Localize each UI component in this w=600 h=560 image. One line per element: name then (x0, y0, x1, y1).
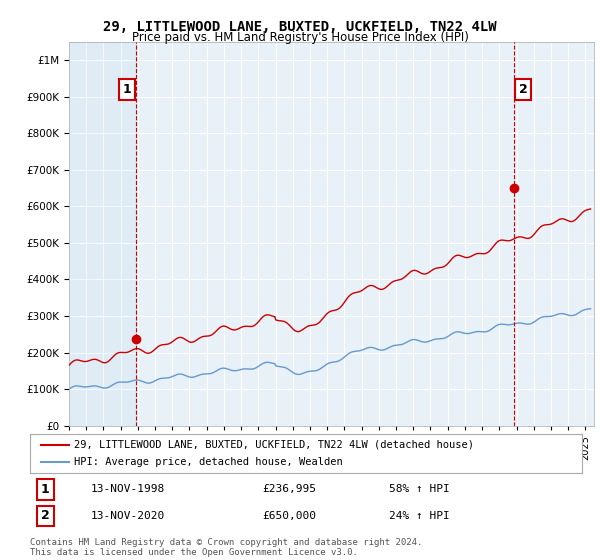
Text: 13-NOV-2020: 13-NOV-2020 (91, 511, 165, 521)
Text: Price paid vs. HM Land Registry's House Price Index (HPI): Price paid vs. HM Land Registry's House … (131, 31, 469, 44)
Text: 29, LITTLEWOOD LANE, BUXTED, UCKFIELD, TN22 4LW: 29, LITTLEWOOD LANE, BUXTED, UCKFIELD, T… (103, 20, 497, 34)
Text: HPI: Average price, detached house, Wealden: HPI: Average price, detached house, Weal… (74, 457, 343, 467)
Text: 1: 1 (41, 483, 50, 496)
Text: 58% ↑ HPI: 58% ↑ HPI (389, 484, 449, 494)
Text: 1: 1 (122, 83, 131, 96)
Text: 2: 2 (518, 83, 527, 96)
Text: £236,995: £236,995 (262, 484, 316, 494)
Text: 2: 2 (41, 510, 50, 522)
Text: Contains HM Land Registry data © Crown copyright and database right 2024.
This d: Contains HM Land Registry data © Crown c… (30, 538, 422, 557)
Text: £650,000: £650,000 (262, 511, 316, 521)
Text: 24% ↑ HPI: 24% ↑ HPI (389, 511, 449, 521)
Text: 13-NOV-1998: 13-NOV-1998 (91, 484, 165, 494)
Bar (69, 42, 136, 426)
Text: 29, LITTLEWOOD LANE, BUXTED, UCKFIELD, TN22 4LW (detached house): 29, LITTLEWOOD LANE, BUXTED, UCKFIELD, T… (74, 440, 474, 450)
